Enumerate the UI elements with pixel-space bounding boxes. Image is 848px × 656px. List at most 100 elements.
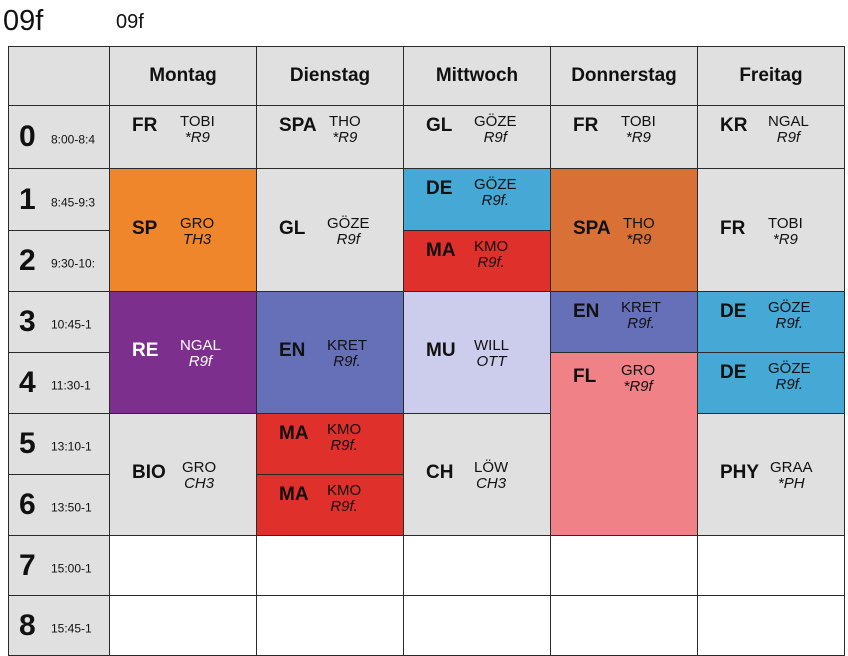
lesson-subject: BIO bbox=[132, 462, 166, 483]
lesson-teacher: WILL OTT bbox=[474, 338, 509, 370]
empty-slot bbox=[550, 595, 698, 656]
empty-slot bbox=[109, 595, 257, 656]
lesson-fl[interactable]: FL GRO *R9f bbox=[550, 352, 698, 536]
lesson-ma[interactable]: MA KMO R9f. bbox=[256, 413, 404, 475]
teacher-code: TOBI bbox=[621, 113, 656, 130]
lesson-fr[interactable]: FR TOBI *R9 bbox=[550, 105, 698, 169]
period-time: 8:00-8:4 bbox=[51, 132, 96, 147]
empty-slot bbox=[256, 595, 404, 656]
day-header-mittwoch: Mittwoch bbox=[403, 46, 551, 106]
lesson-subject: SP bbox=[132, 218, 158, 239]
teacher-code: KMO bbox=[474, 238, 509, 255]
class-title: 09f bbox=[3, 5, 44, 37]
class-subtitle: 09f bbox=[116, 11, 144, 33]
teacher-code: GRO bbox=[621, 362, 656, 379]
lesson-en[interactable]: EN KRET R9f. bbox=[256, 291, 404, 414]
lesson-bio[interactable]: BIO GRO CH3 bbox=[109, 413, 257, 536]
teacher-code: TOBI bbox=[768, 215, 803, 232]
lesson-mu[interactable]: MU WILL OTT bbox=[403, 291, 551, 414]
teacher-code: TOBI bbox=[180, 113, 215, 130]
lesson-teacher: GRO CH3 bbox=[182, 460, 216, 492]
period-row-label: 0 8:00-8:4 bbox=[8, 105, 110, 169]
lesson-subject: FR bbox=[573, 115, 599, 136]
lesson-teacher: THO *R9 bbox=[623, 216, 655, 248]
lesson-gl[interactable]: GL GÖZE R9f bbox=[256, 168, 404, 292]
lesson-spa[interactable]: SPA THO *R9 bbox=[256, 105, 404, 169]
period-time: 13:10-1 bbox=[51, 439, 92, 454]
lesson-subject: MA bbox=[279, 423, 309, 444]
teacher-code: KRET bbox=[621, 299, 662, 316]
day-header-donnerstag: Donnerstag bbox=[550, 46, 698, 106]
period-number: 2 bbox=[19, 244, 36, 277]
lesson-teacher: KRET R9f. bbox=[621, 300, 661, 332]
lesson-re[interactable]: RE NGAL R9f bbox=[109, 291, 257, 414]
lesson-kr[interactable]: KR NGAL R9f bbox=[697, 105, 845, 169]
room-code: *R9 bbox=[625, 129, 651, 146]
lesson-subject: KR bbox=[720, 115, 748, 136]
empty-slot bbox=[403, 535, 551, 596]
lesson-de[interactable]: DE GÖZE R9f. bbox=[697, 291, 845, 353]
lesson-subject: SPA bbox=[279, 115, 317, 136]
lesson-de[interactable]: DE GÖZE R9f. bbox=[403, 168, 551, 231]
lesson-teacher: GÖZE R9f bbox=[474, 114, 517, 146]
teacher-code: THO bbox=[329, 113, 361, 130]
period-row-label: 1 8:45-9:3 bbox=[8, 168, 110, 231]
empty-slot bbox=[109, 535, 257, 596]
lesson-teacher: KMO R9f. bbox=[474, 239, 508, 271]
room-code: R9f. bbox=[775, 315, 804, 332]
lesson-subject: MA bbox=[279, 484, 309, 505]
lesson-gl[interactable]: GL GÖZE R9f bbox=[403, 105, 551, 169]
lesson-subject: FR bbox=[132, 115, 158, 136]
room-code: *R9 bbox=[332, 129, 358, 146]
empty-slot bbox=[403, 595, 551, 656]
teacher-code: GÖZE bbox=[327, 215, 370, 232]
lesson-ma[interactable]: MA KMO R9f. bbox=[256, 474, 404, 536]
lesson-subject: SPA bbox=[573, 218, 611, 239]
teacher-code: GRO bbox=[180, 215, 215, 232]
period-time: 9:30-10: bbox=[51, 256, 96, 271]
period-number: 8 bbox=[19, 608, 36, 642]
period-number: 6 bbox=[19, 488, 36, 521]
teacher-code: THO bbox=[623, 215, 655, 232]
lesson-ch[interactable]: CH LÖW CH3 bbox=[403, 413, 551, 536]
lesson-phy[interactable]: PHY GRAA *PH bbox=[697, 413, 845, 536]
lesson-teacher: TOBI *R9 bbox=[768, 216, 803, 248]
teacher-code: KMO bbox=[327, 421, 362, 438]
teacher-code: GÖZE bbox=[768, 360, 811, 377]
lesson-sp[interactable]: SP GRO TH3 bbox=[109, 168, 257, 292]
lesson-teacher: TOBI *R9 bbox=[621, 114, 656, 146]
lesson-teacher: LÖW CH3 bbox=[474, 460, 508, 492]
period-time: 8:45-9:3 bbox=[51, 195, 96, 210]
room-code: R9f. bbox=[627, 315, 655, 332]
lesson-ma[interactable]: MA KMO R9f. bbox=[403, 230, 551, 292]
lesson-subject: EN bbox=[573, 301, 600, 322]
period-row-label: 3 10:45-1 bbox=[8, 291, 110, 353]
lesson-subject: GL bbox=[279, 218, 306, 239]
empty-slot bbox=[256, 535, 404, 596]
period-time: 10:45-1 bbox=[51, 317, 92, 332]
room-code: *R9 bbox=[184, 129, 210, 146]
lesson-fr[interactable]: FR TOBI *R9 bbox=[109, 105, 257, 169]
lesson-teacher: KMO R9f. bbox=[327, 483, 361, 515]
period-number: 1 bbox=[19, 182, 36, 216]
room-code: R9f bbox=[776, 129, 801, 146]
period-number: 0 bbox=[19, 120, 36, 153]
lesson-spa[interactable]: SPA THO *R9 bbox=[550, 168, 698, 292]
room-code: OTT bbox=[476, 353, 507, 370]
lesson-subject: MU bbox=[426, 340, 456, 361]
room-code: *R9 bbox=[626, 231, 652, 248]
lesson-fr[interactable]: FR TOBI *R9 bbox=[697, 168, 845, 292]
period-number: 4 bbox=[19, 366, 36, 399]
lesson-teacher: THO *R9 bbox=[329, 114, 361, 146]
lesson-teacher: GRAA *PH bbox=[770, 460, 813, 492]
room-code: *R9 bbox=[772, 231, 798, 248]
lesson-en[interactable]: EN KRET R9f. bbox=[550, 291, 698, 353]
lesson-teacher: GÖZE R9f. bbox=[768, 361, 811, 393]
lesson-de[interactable]: DE GÖZE R9f. bbox=[697, 352, 845, 414]
period-row-label: 4 11:30-1 bbox=[8, 352, 110, 414]
room-code: R9f. bbox=[775, 376, 804, 393]
lesson-teacher: GRO TH3 bbox=[180, 216, 214, 248]
room-code: R9f. bbox=[333, 353, 361, 370]
empty-slot bbox=[697, 535, 845, 596]
period-time: 13:50-1 bbox=[51, 500, 92, 515]
